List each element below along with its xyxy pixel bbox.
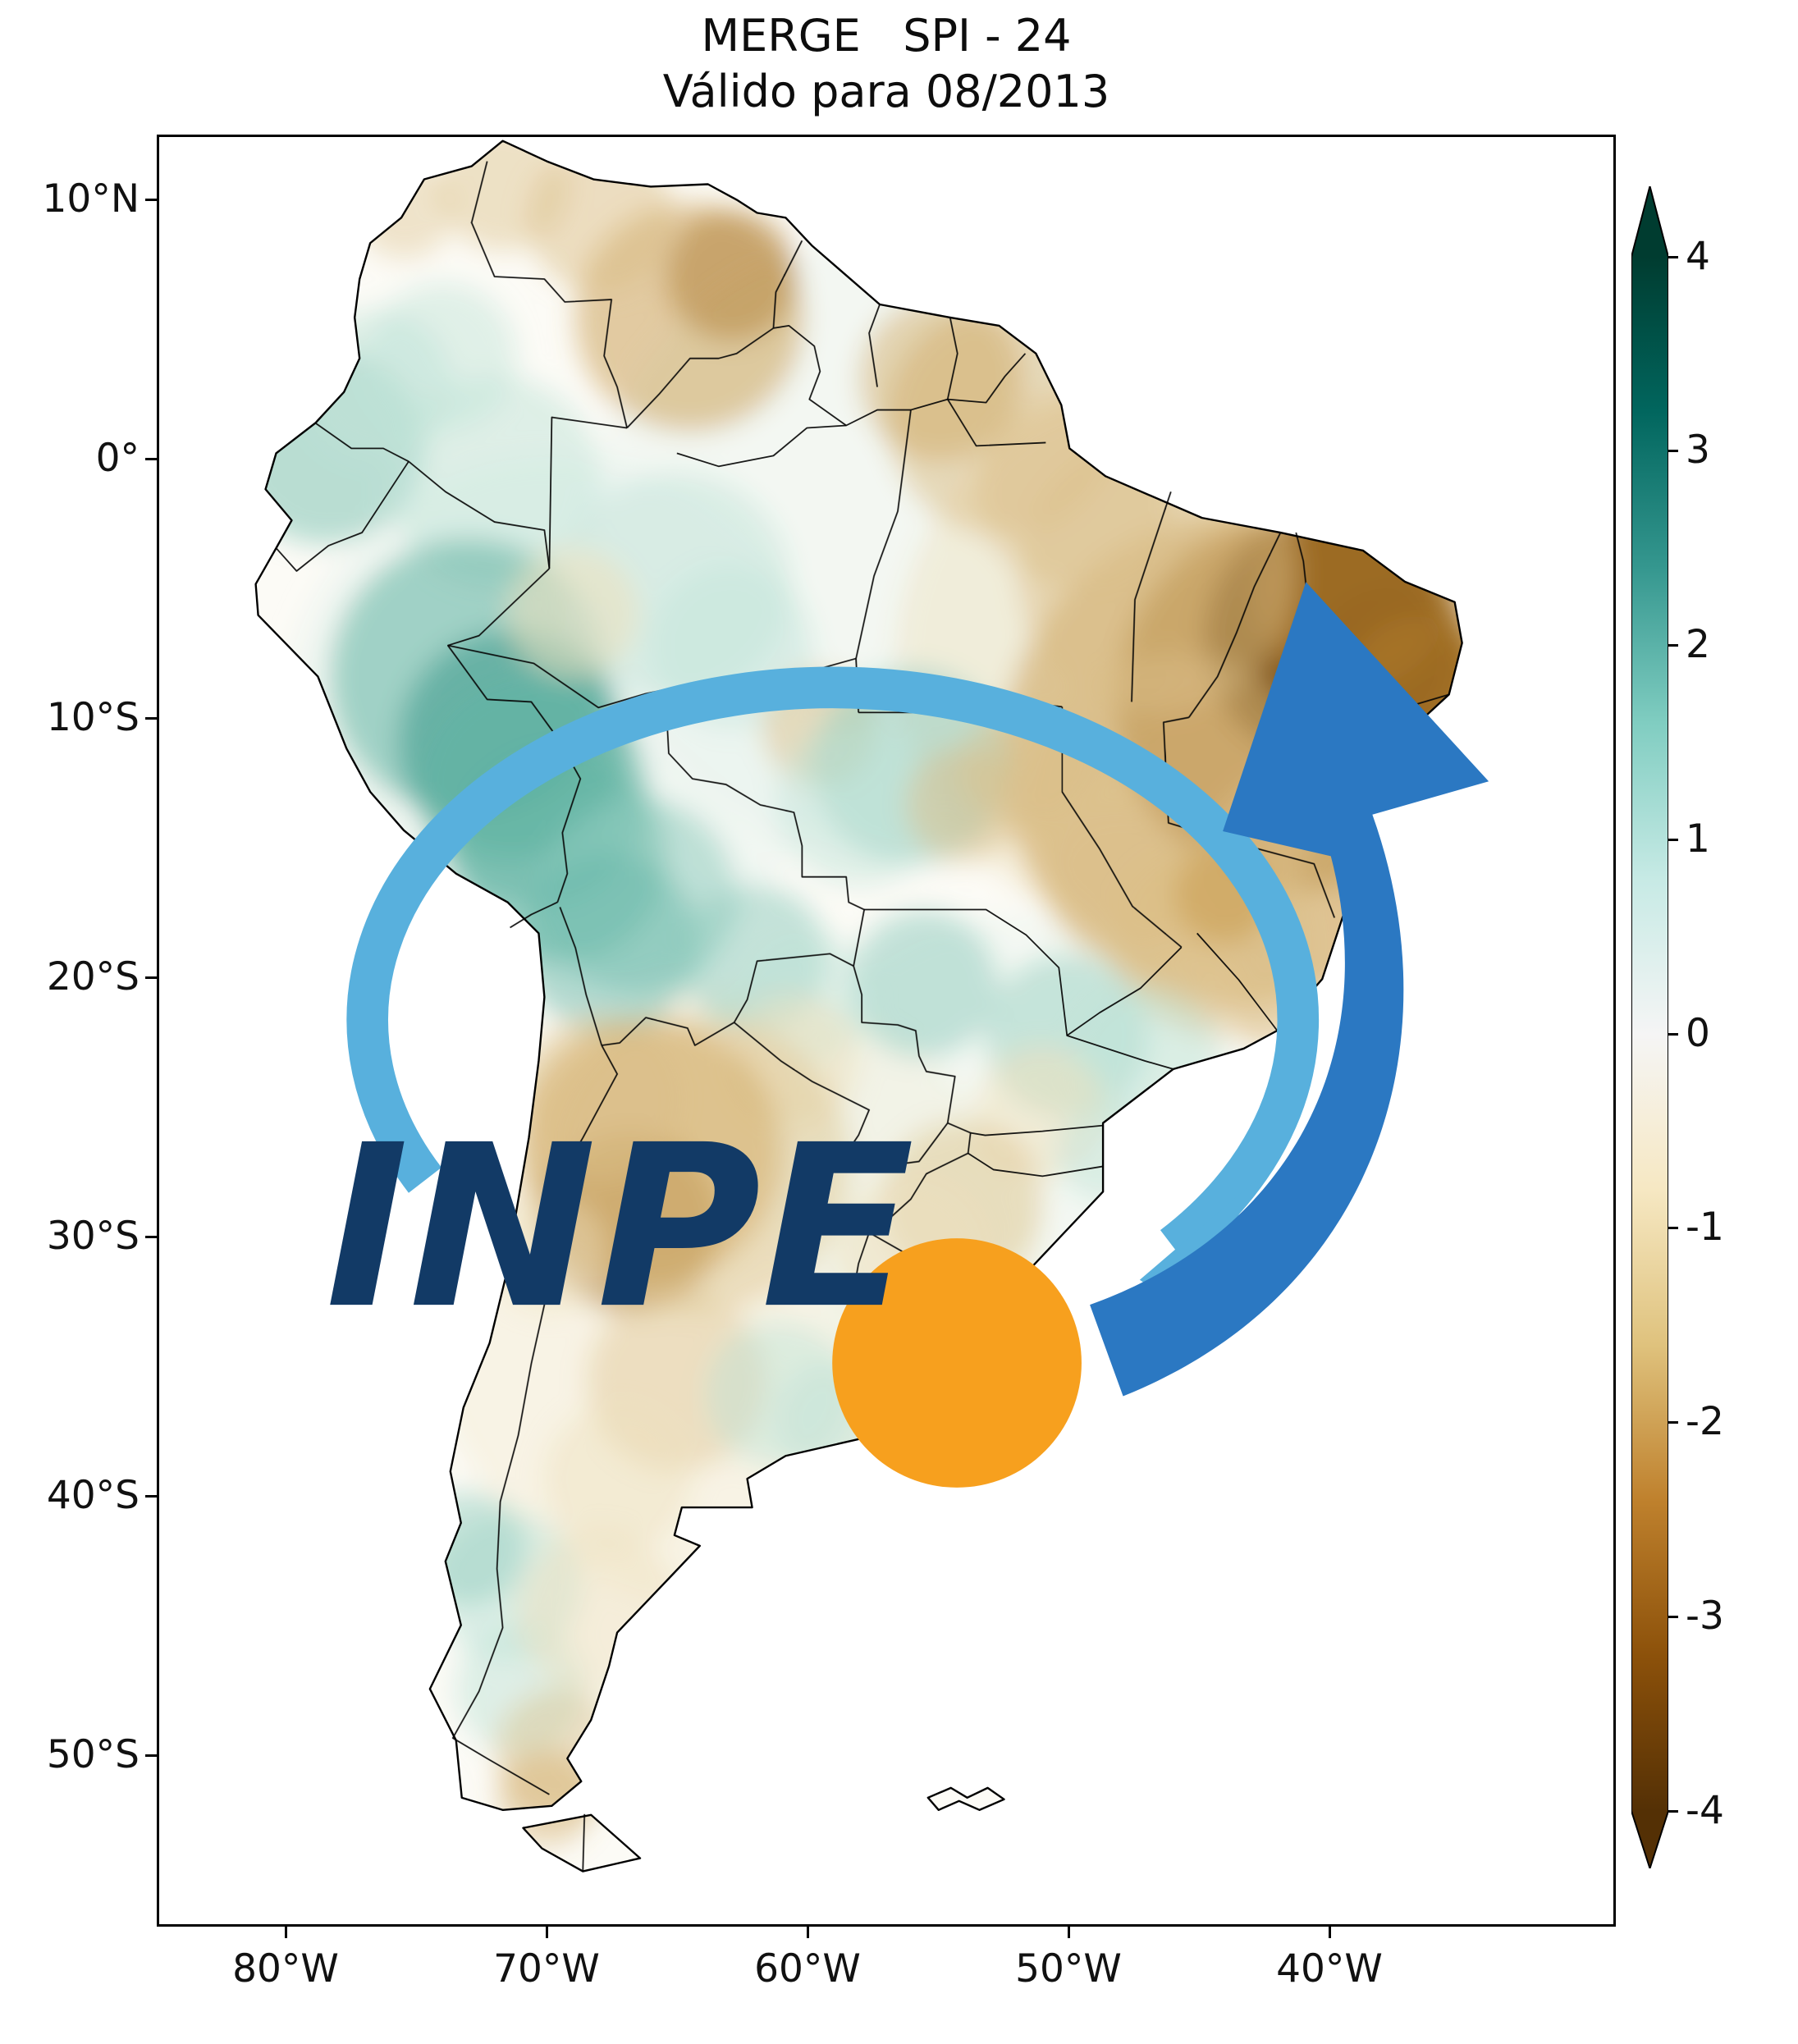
- y-tick-mark: [145, 1495, 157, 1498]
- colorbar-tick-mark: [1668, 1033, 1678, 1036]
- figure-title: MERGE SPI - 24: [701, 10, 1072, 62]
- y-tick-mark: [145, 976, 157, 979]
- colorbar-tick-label: 0: [1686, 1011, 1710, 1056]
- colorbar-tick-label: 2: [1686, 622, 1710, 667]
- colorbar-tick-mark: [1668, 839, 1678, 841]
- y-tick-label: 20°S: [46, 954, 140, 999]
- y-tick-label: 30°S: [46, 1214, 140, 1259]
- colorbar-tick-mark: [1668, 1616, 1678, 1618]
- colorbar-tick-label: -3: [1686, 1594, 1724, 1639]
- colorbar-tick-mark: [1668, 1810, 1678, 1813]
- x-tick-label: 80°W: [232, 1946, 339, 1991]
- orbit-arc-icon: [346, 666, 1320, 1264]
- x-tick-mark: [807, 1927, 809, 1938]
- colorbar-tick-label: 1: [1686, 816, 1710, 862]
- y-tick-label: 50°S: [46, 1732, 140, 1777]
- colorbar-tick-label: 4: [1686, 234, 1710, 279]
- colorbar-gradient: [1631, 186, 1668, 1868]
- x-tick-mark: [546, 1927, 548, 1938]
- y-tick-label: 0°: [95, 436, 140, 481]
- colorbar-tick-mark: [1668, 256, 1678, 258]
- islands-outline: [926, 1786, 1005, 1811]
- orange-sphere-icon: [832, 1238, 1082, 1488]
- y-tick-mark: [145, 199, 157, 201]
- islands-fill: [927, 1787, 1004, 1810]
- x-tick-label: 50°W: [1015, 1946, 1122, 1991]
- figure-subtitle: Válido para 08/2013: [662, 66, 1110, 117]
- x-tick-label: 40°W: [1276, 1946, 1383, 1991]
- y-tick-mark: [145, 1754, 157, 1757]
- x-tick-label: 70°W: [493, 1946, 600, 1991]
- y-tick-mark: [145, 717, 157, 720]
- inpe-logo: INPE: [326, 582, 1489, 1488]
- colorbar-tick-label: -4: [1686, 1788, 1724, 1833]
- x-tick-mark: [1068, 1927, 1070, 1938]
- colorbar-tick-label: -2: [1686, 1399, 1724, 1444]
- tierra-del-fuego-outline: [522, 1813, 642, 1873]
- swoosh-arrow-icon: [1090, 582, 1489, 1397]
- colorbar-tick-mark: [1668, 1421, 1678, 1424]
- plot-area: INPE: [157, 135, 1616, 1927]
- x-tick-mark: [1329, 1927, 1331, 1938]
- continent-outline: [254, 139, 1463, 1811]
- y-tick-label: 40°S: [46, 1473, 140, 1518]
- colorbar: [1631, 186, 1668, 1868]
- y-tick-mark: [145, 458, 157, 460]
- y-tick-label: 10°N: [42, 176, 140, 222]
- colorbar-tick-mark: [1668, 450, 1678, 452]
- y-tick-label: 10°S: [46, 695, 140, 740]
- inpe-logo-text: INPE: [326, 1097, 915, 1358]
- x-tick-mark: [285, 1927, 287, 1938]
- colorbar-tick-label: 3: [1686, 428, 1710, 473]
- x-tick-label: 60°W: [754, 1946, 861, 1991]
- colorbar-tick-mark: [1668, 644, 1678, 647]
- colorbar-tick-mark: [1668, 1227, 1678, 1229]
- y-tick-mark: [145, 1236, 157, 1238]
- colorbar-tick-label: -1: [1686, 1205, 1724, 1250]
